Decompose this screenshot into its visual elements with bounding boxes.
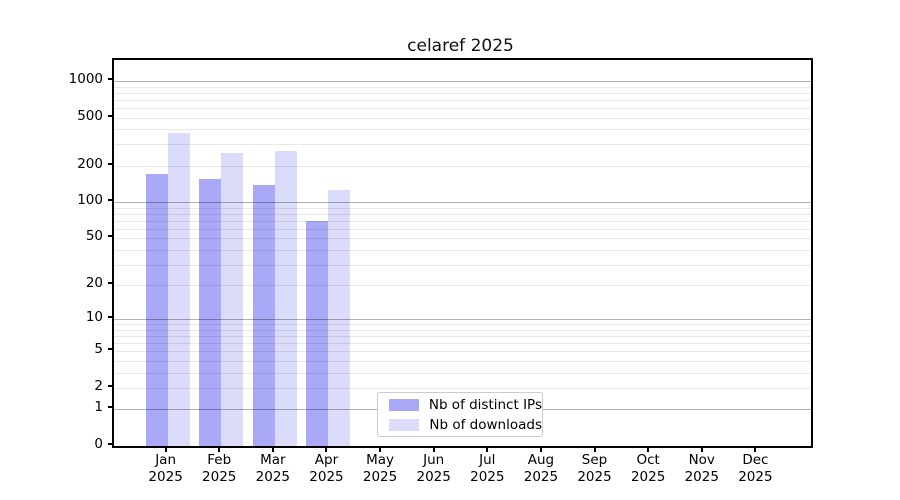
minor-gridline [114,249,811,251]
x-axis-tick [432,446,435,452]
x-axis-tick [271,446,274,452]
chart-title: celaref 2025 [407,36,514,56]
y-axis-tick [108,162,114,165]
minor-gridline [114,387,811,389]
y-axis-tick [108,199,114,202]
bar-downloads-jan [167,133,190,446]
y-axis-tick-label: 100 [77,192,103,209]
minor-gridline [114,372,811,374]
y-axis-tick [108,114,114,117]
minor-gridline [114,336,811,338]
minor-gridline [114,213,811,215]
minor-gridline [114,264,811,266]
x-axis-tick [218,446,221,452]
x-axis-tick [539,446,542,452]
minor-gridline [114,360,811,362]
x-axis-tick-label-feb: Feb 2025 [202,452,237,485]
minor-gridline [114,351,811,353]
x-axis-tick [593,446,596,452]
y-axis-tick [108,384,114,387]
minor-gridline [114,129,811,131]
major-gridline [114,81,811,82]
y-axis-tick-label: 50 [85,228,103,245]
y-axis-tick [108,235,114,238]
x-axis-tick-label-mar: Mar 2025 [255,452,291,485]
bar-distinct-ips-feb [199,179,222,446]
y-axis-tick [108,443,114,445]
y-axis-tick [108,282,114,285]
legend-label-distinct-ips: Nb of distinct IPs [428,396,542,413]
x-axis-tick-label-dec: Dec 2025 [738,452,773,485]
x-axis-tick [379,446,382,452]
legend-swatch-distinct-ips [389,398,419,411]
y-axis-tick [108,316,114,319]
y-axis-tick-label: 10 [85,309,103,326]
minor-gridline [114,324,811,326]
major-gridline [114,202,811,204]
x-axis-tick [164,446,167,452]
x-axis-tick [486,446,489,452]
x-axis-tick [325,446,328,452]
legend: Nb of distinct IPs Nb of downloads [377,392,543,437]
bar-downloads-mar [274,151,297,446]
minor-gridline [114,107,811,109]
y-axis-tick-label: 20 [85,275,103,292]
y-axis-tick-label: 500 [77,107,103,124]
x-axis-tick-label-may: May 2025 [362,452,398,485]
x-axis-tick-label-jan: Jan 2025 [148,452,183,485]
x-axis-tick-label-aug: Aug 2025 [523,452,559,485]
minor-gridline [114,329,811,331]
y-axis-tick-label: 1 [94,399,103,416]
bar-distinct-ips-mar [252,184,275,446]
minor-gridline [114,92,811,94]
y-axis-tick-label: 2 [94,377,103,394]
x-axis-tick-label-apr: Apr 2025 [309,452,344,485]
x-axis-tick [647,446,650,452]
bar-distinct-ips-jan [145,174,168,446]
legend-item-downloads: Nb of downloads [389,417,542,433]
y-axis-tick-label: 0 [94,436,103,452]
x-axis-tick-label-jul: Jul 2025 [470,452,505,485]
x-axis-tick-label-nov: Nov 2025 [684,452,719,485]
minor-gridline [114,99,811,101]
bar-distinct-ips-apr [306,220,329,446]
minor-gridline [114,207,811,209]
x-axis-tick-label-jun: Jun 2025 [416,452,451,485]
x-axis-tick-label-sep: Sep 2025 [577,452,612,485]
legend-item-distinct-ips: Nb of distinct IPs [389,397,542,413]
y-axis-tick-label: 5 [94,341,103,358]
y-axis-tick-label: 200 [77,155,103,172]
y-axis-tick [108,406,114,409]
legend-swatch-downloads [389,418,420,431]
bar-downloads-feb [221,153,244,446]
x-axis-tick [754,446,757,452]
minor-gridline [114,228,811,230]
minor-gridline [114,343,811,345]
minor-gridline [114,220,811,222]
minor-gridline [114,165,811,167]
y-axis-tick-label: 1000 [68,71,103,87]
minor-gridline [114,117,811,119]
x-axis-tick [700,446,703,452]
major-gridline [114,319,811,321]
minor-gridline [114,238,811,240]
minor-gridline [114,86,811,88]
minor-gridline [114,285,811,287]
y-axis-tick [108,78,114,80]
x-axis-tick-label-oct: Oct 2025 [630,452,666,485]
plot-area [112,58,813,448]
bar-downloads-apr [328,190,351,446]
legend-label-downloads: Nb of downloads [429,416,542,433]
y-axis-tick [108,348,114,351]
minor-gridline [114,144,811,146]
